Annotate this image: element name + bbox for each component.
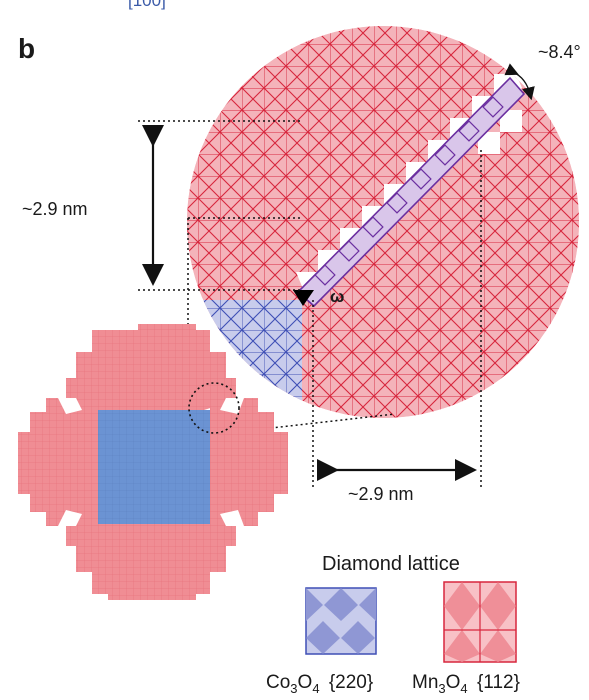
legend-label-co3o4: Co3O4 {220}: [266, 672, 373, 698]
co3o4-core: [98, 410, 210, 524]
mn3o4-plane: {112}: [477, 672, 520, 693]
top-direction-label: [100]: [128, 0, 166, 10]
zoom-circle: [187, 26, 579, 418]
mn3o4-formula: Mn3O4: [412, 672, 468, 696]
omega-marker: ω: [293, 287, 344, 306]
angle-label: ~8.4°: [538, 42, 581, 62]
horizontal-dimension: ~2.9 nm: [317, 459, 477, 504]
legend-swatch-co3o4: [305, 587, 377, 655]
omega-label: ω: [330, 287, 344, 306]
nanocrystal: [18, 324, 288, 600]
legend-swatch-mn3o4: [443, 581, 517, 663]
co3o4-plane: {220}: [329, 672, 373, 693]
vertical-dimension: ~2.9 nm: [22, 125, 164, 286]
legend-title: Diamond lattice: [322, 553, 460, 575]
co3o4-formula: Co3O4: [266, 672, 320, 696]
panel-label: b: [18, 33, 35, 64]
legend-label-mn3o4: Mn3O4 {112}: [412, 672, 520, 698]
horizontal-dim-label: ~2.9 nm: [348, 484, 414, 504]
zoom-source-circle: [188, 382, 240, 434]
legend: Diamond lattice: [266, 553, 520, 698]
angle-indicator: ~8.4°: [504, 42, 581, 101]
vertical-dim-label: ~2.9 nm: [22, 199, 88, 219]
